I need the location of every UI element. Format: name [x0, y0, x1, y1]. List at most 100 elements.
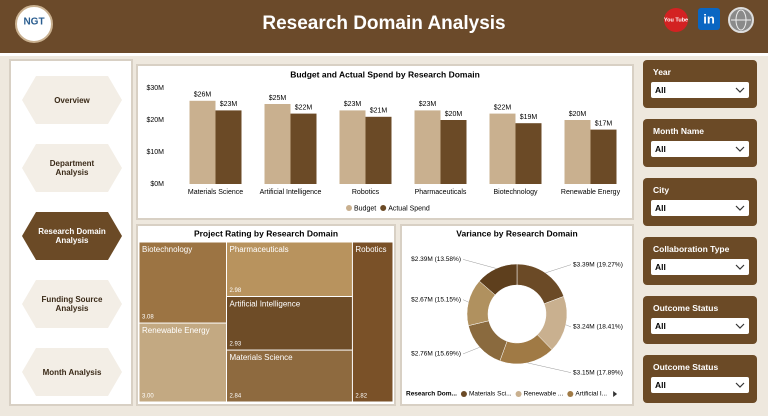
- y-tick-label: $30M: [146, 85, 164, 92]
- treemap-chart: Project Rating by Research DomainBiotech…: [139, 228, 393, 402]
- filter-dropdown[interactable]: All: [651, 82, 749, 98]
- legend-label: Budget: [354, 205, 376, 212]
- filter-value: All: [655, 321, 666, 331]
- tile-label: Renewable Energy: [142, 326, 210, 335]
- bar: [290, 113, 317, 184]
- filter-value: All: [655, 380, 666, 390]
- nav-button[interactable]: Funding Source Analysis: [22, 280, 122, 328]
- bar: [215, 110, 242, 184]
- legend-title: Research Dom...: [406, 391, 457, 398]
- y-tick-label: $20M: [146, 117, 164, 124]
- leader-line: [545, 264, 572, 274]
- donut-panel: Variance by Research Domain $3.39M (19.27…: [400, 224, 634, 406]
- tile-label: Artificial Intelligence: [229, 300, 300, 309]
- linkedin-text: in: [703, 11, 715, 26]
- bar: [414, 110, 441, 184]
- filter-dropdown[interactable]: All: [651, 377, 749, 393]
- legend-label: Artificial I...: [575, 391, 607, 398]
- treemap-tile: [352, 242, 393, 402]
- leader-line: [462, 299, 469, 303]
- x-tick-label: Biotechnology: [494, 189, 538, 196]
- tile-value: 2.82: [355, 394, 367, 400]
- chart-title: Variance by Research Domain: [456, 228, 577, 238]
- value-label: $22M: [494, 104, 512, 111]
- legend-arrow: [613, 391, 618, 397]
- value-label: $25M: [269, 95, 287, 102]
- slice-label: $2.76M (15.69%): [411, 351, 461, 358]
- chevron: [735, 87, 745, 93]
- x-tick-label: Renewable Energy: [561, 189, 621, 196]
- leader-line: [565, 324, 572, 328]
- chart-title: Project Rating by Research Domain: [194, 228, 338, 238]
- x-tick-label: Materials Science: [188, 189, 243, 196]
- tile-label: Biotechnology: [142, 245, 192, 254]
- youtube-icon[interactable]: [664, 8, 688, 32]
- treemap-tile: [139, 323, 226, 402]
- page-title: Research Domain Analysis: [262, 13, 505, 34]
- nav-button[interactable]: Overview: [22, 76, 122, 124]
- legend-marker: [380, 205, 387, 211]
- filter-dropdown[interactable]: All: [651, 141, 749, 157]
- value-label: $20M: [445, 111, 463, 118]
- legend-marker: [460, 391, 467, 397]
- filter-card: Outcome Status All: [643, 355, 757, 403]
- legend-marker: [567, 391, 574, 397]
- value-label: $23M: [220, 101, 238, 108]
- filter-card: City All: [643, 178, 757, 226]
- filter-dropdown[interactable]: All: [651, 259, 749, 275]
- slice-label: $3.24M (18.41%): [573, 324, 623, 331]
- nav-button[interactable]: Department Analysis: [22, 144, 122, 192]
- slice-label: $2.39M (13.58%): [411, 256, 461, 263]
- bar-chart: Budget and Actual Spend by Research Doma…: [146, 69, 621, 212]
- bar: [489, 113, 516, 184]
- chevron: [735, 205, 745, 211]
- tile-value: 3.08: [142, 315, 154, 321]
- chevron-path: [735, 382, 745, 388]
- bar: [564, 120, 591, 184]
- chart-title: Budget and Actual Spend by Research Doma…: [290, 69, 480, 79]
- donut-slice: [516, 263, 565, 305]
- value-label: $23M: [344, 101, 362, 108]
- linkedin-icon[interactable]: [698, 8, 720, 30]
- y-tick-label: $0M: [150, 181, 164, 188]
- filter-dropdown[interactable]: All: [651, 200, 749, 216]
- x-tick-label: Pharmaceuticals: [415, 189, 467, 196]
- value-label: $21M: [370, 108, 388, 115]
- value-label: $19M: [520, 114, 538, 121]
- slice-label: $2.67M (15.15%): [411, 296, 461, 303]
- header: NGT Research Domain Analysis You Tube in: [0, 0, 768, 56]
- donut-slice: [478, 263, 518, 296]
- bar: [189, 100, 216, 184]
- bar: [515, 123, 542, 184]
- youtube-text: You Tube: [664, 17, 688, 23]
- y-tick-label: $10M: [146, 149, 164, 156]
- filter-label: Year: [653, 67, 671, 77]
- filter-label: Collaboration Type: [653, 244, 730, 254]
- value-label: $23M: [419, 101, 437, 108]
- leader-line: [462, 347, 480, 355]
- value-label: $22M: [295, 104, 313, 111]
- nav-button[interactable]: Month Analysis: [22, 348, 122, 396]
- bar: [590, 129, 617, 184]
- donut-slice: [468, 320, 508, 362]
- donut-chart: Variance by Research Domain $3.39M (19.27…: [406, 228, 623, 398]
- tile-value: 3.00: [142, 394, 154, 400]
- legend-marker: [515, 391, 522, 397]
- x-tick-label: Robotics: [352, 189, 380, 196]
- filter-label: Outcome Status: [653, 303, 719, 313]
- value-label: $26M: [194, 92, 212, 99]
- legend-label: Actual Spend: [388, 205, 430, 212]
- filter-value: All: [655, 262, 666, 272]
- slice-label: $3.15M (17.89%): [573, 369, 623, 376]
- filter-value: All: [655, 144, 666, 154]
- legend-marker: [346, 205, 352, 211]
- tile-label: Materials Science: [229, 353, 293, 362]
- chevron: [735, 323, 745, 329]
- value-label: $17M: [595, 120, 613, 127]
- treemap-tile: [226, 296, 352, 350]
- filter-value: All: [655, 203, 666, 213]
- nav-button[interactable]: Research Domain Analysis: [22, 212, 122, 260]
- filter-dropdown[interactable]: All: [651, 318, 749, 334]
- tile-value: 2.98: [229, 288, 241, 294]
